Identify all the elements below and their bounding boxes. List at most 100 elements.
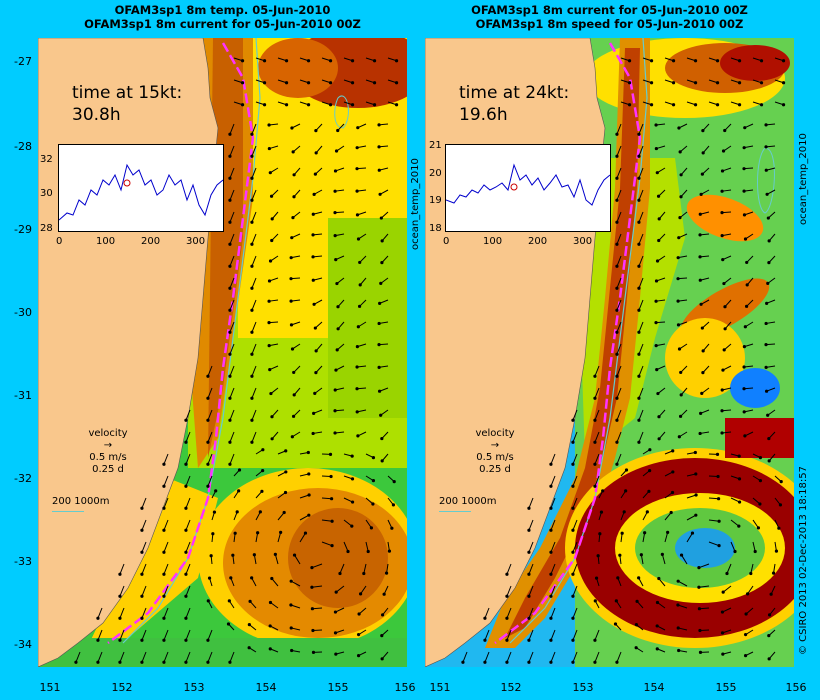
current-arrow-head [693, 450, 697, 455]
current-arrow-head [184, 616, 188, 620]
current-arrow [185, 541, 191, 553]
current-arrow-head [764, 389, 769, 393]
current-arrow-head [743, 237, 748, 241]
current-arrow-head [334, 257, 338, 262]
left-inset-line [58, 163, 224, 221]
current-arrow-head [693, 81, 698, 85]
current-arrow-head [228, 220, 232, 224]
current-arrow-head [758, 479, 763, 483]
current-arrow-head [721, 590, 725, 594]
current-arrow [185, 651, 191, 663]
right-inset-xtick-2: 100 [483, 236, 503, 247]
current-arrow [638, 277, 644, 289]
current-arrow-head [250, 308, 254, 312]
current-arrow-head [358, 283, 362, 287]
current-arrow-head [206, 418, 210, 422]
current-arrow-head [206, 462, 210, 466]
current-arrow [277, 532, 282, 543]
current-arrow [506, 629, 512, 641]
current-arrow-head [697, 566, 701, 570]
current-arrow [594, 453, 600, 465]
current-arrow-head [228, 396, 232, 400]
current-arrow-head [781, 103, 786, 107]
current-arrow-head [247, 646, 251, 650]
right-inset-line [445, 163, 611, 206]
current-arrow-head [743, 126, 747, 130]
current-arrow-head [678, 150, 682, 154]
current-arrow-head [594, 576, 599, 580]
current-arrow-head [380, 613, 385, 617]
current-arrow-head [679, 370, 683, 375]
current-arrow-head [240, 103, 245, 107]
current-arrow-head [701, 128, 705, 133]
current-arrow-head [593, 638, 597, 642]
current-arrow [722, 585, 732, 593]
current-arrow [343, 519, 353, 527]
current-arrow [616, 343, 622, 355]
current-arrow-head [355, 213, 360, 217]
current-arrow-head [235, 510, 239, 514]
current-arrow-head [571, 506, 575, 510]
current-arrow-head [698, 650, 703, 654]
current-arrow-head [338, 571, 342, 576]
current-arrow-head [328, 59, 333, 63]
current-arrow-head [461, 660, 465, 664]
current-arrow-head [329, 497, 334, 501]
current-arrow-head [269, 194, 274, 198]
current-arrow-head [758, 502, 762, 506]
current-arrow-head [229, 576, 233, 580]
left-title: OFAM3sp1 8m temp. 05-Jun-2010 OFAM3sp1 8… [38, 3, 407, 31]
current-arrow-head [737, 59, 742, 63]
current-arrow-head [769, 592, 773, 596]
current-arrow [365, 541, 369, 552]
current-arrow-head [676, 603, 680, 607]
current-arrow-head [767, 459, 771, 463]
current-arrow-head [292, 173, 296, 177]
left-time-value: 30.8h [72, 105, 121, 125]
current-arrow-head [267, 321, 271, 325]
current-arrow-head [377, 168, 381, 172]
ytick-31: -31 [14, 389, 32, 402]
current-arrow-head [292, 195, 296, 199]
current-arrow-head [162, 660, 166, 664]
current-arrow [229, 145, 235, 157]
left-title-line2: OFAM3sp1 8m current for 05-Jun-2010 00Z [84, 17, 361, 31]
current-arrow-head [723, 327, 727, 331]
current-arrow-head [697, 607, 702, 611]
current-arrow-head [311, 255, 315, 259]
current-arrow-head [206, 638, 210, 642]
current-arrow-head [267, 344, 271, 348]
current-arrow-head [764, 343, 768, 347]
current-arrow-head [328, 81, 333, 85]
current-arrow [484, 651, 490, 663]
current-arrow-head [377, 145, 381, 149]
current-arrow-head [256, 531, 260, 535]
current-arrow-head [380, 459, 384, 463]
current-arrow-head [767, 657, 771, 661]
current-arrow-head [209, 554, 213, 558]
current-arrow-head [290, 435, 294, 439]
current-arrow-head [720, 169, 725, 173]
current-arrow [616, 123, 622, 135]
current-arrow-head [648, 448, 652, 452]
current-arrow-head [742, 410, 746, 414]
current-arrow-head [350, 103, 355, 107]
current-arrow [594, 475, 600, 487]
current-arrow-head [615, 660, 619, 664]
current-arrow-head [284, 449, 288, 453]
current-arrow [572, 409, 578, 421]
current-arrow [528, 497, 534, 509]
right-side-label: ocean_temp_2010 [798, 133, 809, 225]
current-arrow-head [549, 462, 553, 466]
current-arrow [616, 453, 622, 465]
current-arrow-head [162, 594, 166, 598]
current-arrow-head [290, 126, 294, 130]
current-arrow [251, 167, 257, 179]
current-arrow-head [676, 579, 680, 583]
current-arrow-head [270, 437, 274, 441]
current-arrow [572, 629, 578, 641]
current-arrow-head [260, 489, 264, 493]
current-arrow-head [627, 103, 632, 107]
current-arrow-head [162, 572, 166, 576]
current-arrow-head [637, 418, 641, 422]
